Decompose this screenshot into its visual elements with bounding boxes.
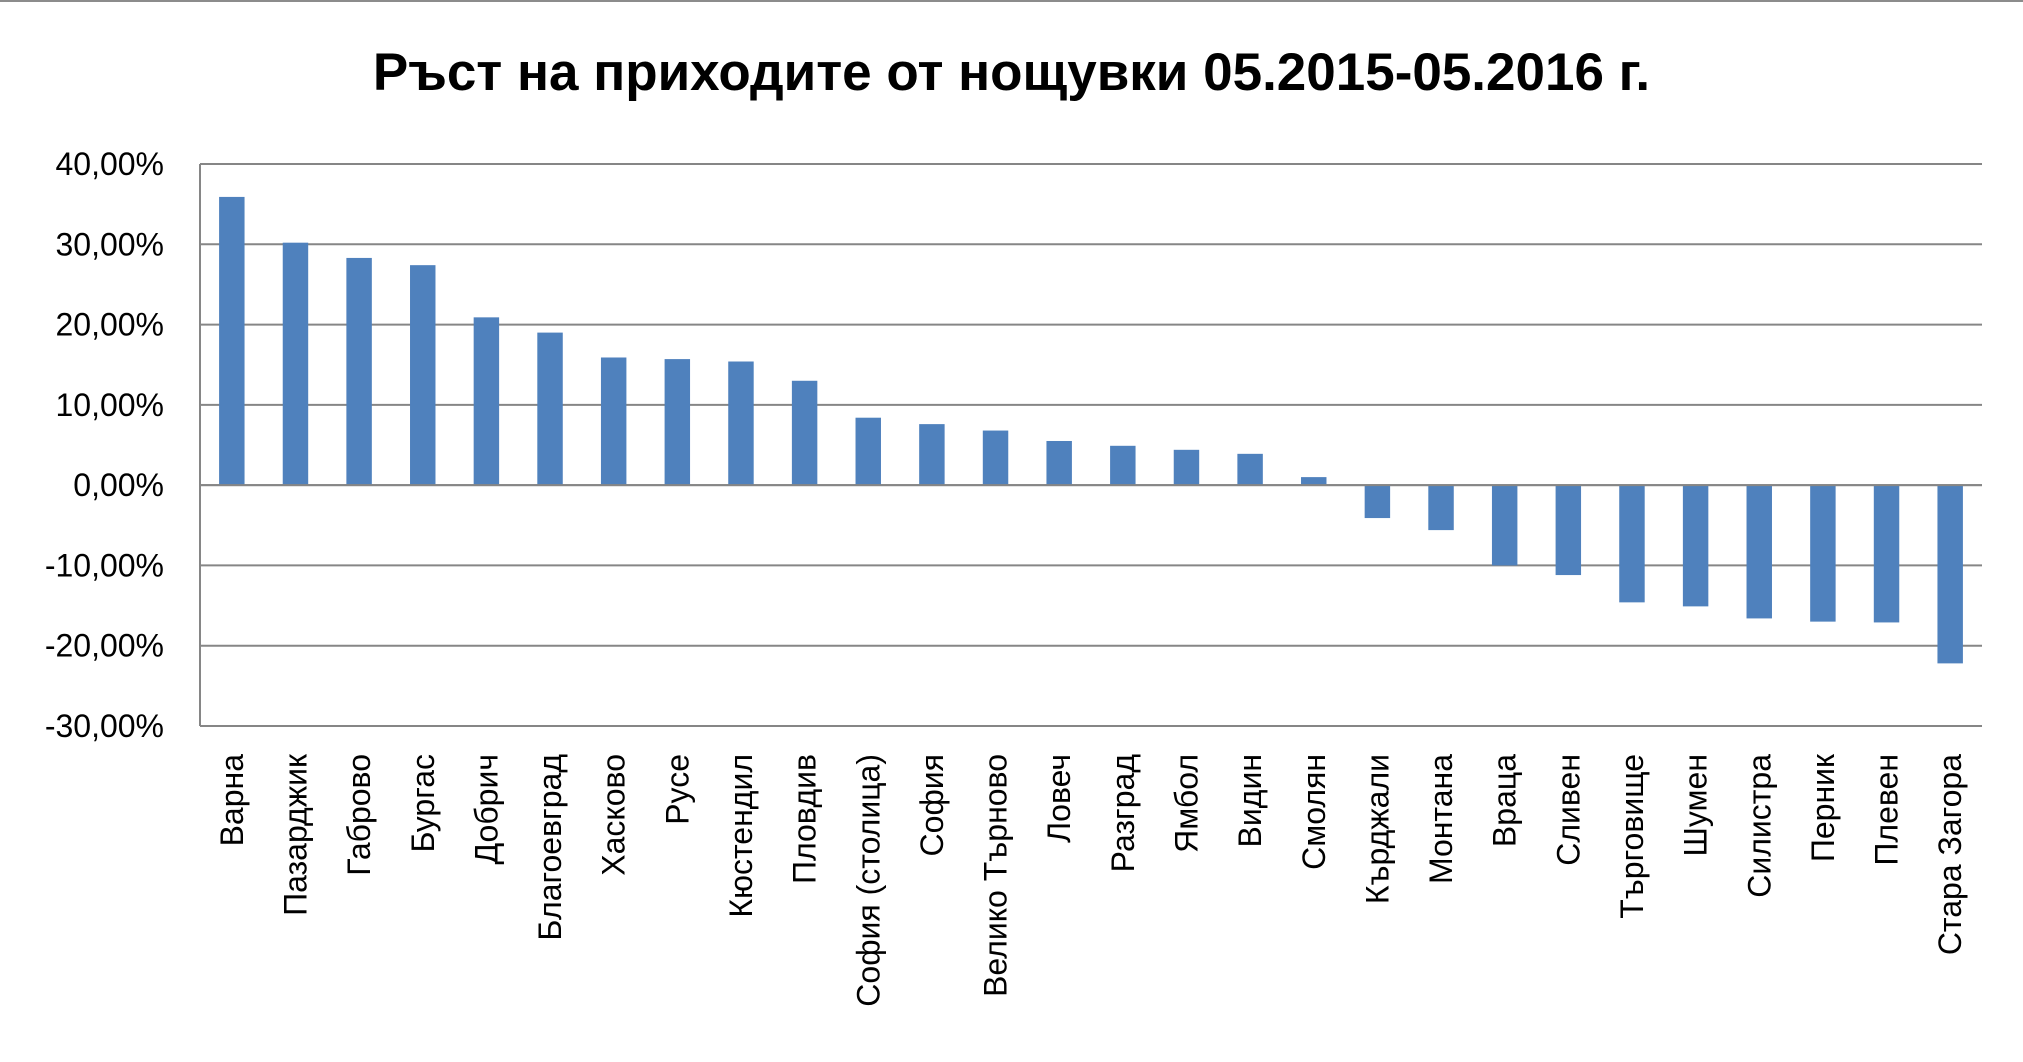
bar [855, 417, 881, 486]
category-label: Кюстендил [723, 754, 759, 918]
bar [919, 424, 945, 486]
y-tick-label: 0,00% [73, 467, 164, 503]
bar [791, 380, 818, 486]
bar [219, 196, 245, 486]
category-label: Видин [1232, 754, 1268, 847]
bar [1873, 485, 1900, 623]
bar [1937, 485, 1963, 664]
category-label: Габрово [341, 754, 377, 876]
category-label: Хасково [596, 754, 632, 876]
bar [600, 357, 627, 486]
category-label: София (столица) [850, 754, 886, 1007]
bar [473, 317, 500, 486]
top-border [0, 0, 2023, 2]
bar [1237, 453, 1263, 486]
y-tick-label: 40,00% [55, 146, 164, 182]
bar [282, 242, 309, 486]
bar [1619, 485, 1645, 603]
y-tick-label: 10,00% [55, 387, 164, 423]
bar [346, 257, 372, 486]
bar [1110, 445, 1136, 486]
category-label: Благоевград [532, 754, 568, 941]
bars [219, 196, 1963, 664]
bar [1428, 485, 1454, 531]
bar [728, 361, 754, 486]
bar [664, 359, 691, 486]
category-label: Бургас [405, 754, 441, 853]
grid-lines [200, 163, 1982, 727]
y-tick-label: -10,00% [45, 547, 164, 583]
category-label: Шумен [1678, 754, 1714, 856]
category-label: Добрич [468, 754, 504, 865]
category-label: София [914, 754, 950, 856]
y-tick-label: -20,00% [45, 628, 164, 664]
axes [199, 164, 1982, 726]
bar [1491, 485, 1518, 566]
category-label: Разград [1105, 754, 1141, 873]
y-tick-label: 20,00% [55, 307, 164, 343]
category-label: Пазарджик [277, 753, 313, 916]
category-label: Смолян [1296, 754, 1332, 870]
category-label: Перник [1805, 753, 1841, 862]
category-label: Плевен [1869, 754, 1905, 866]
bar [1301, 477, 1327, 486]
category-label: Стара Загора [1932, 754, 1968, 955]
category-label: Враца [1487, 754, 1523, 847]
bar [1364, 485, 1391, 519]
category-label: Ловеч [1041, 754, 1077, 843]
category-label: Русе [659, 754, 695, 825]
bar [537, 332, 563, 486]
bar [1810, 485, 1836, 622]
chart-title: Ръст на приходите от нощувки 05.2015-05.… [372, 43, 1651, 102]
category-label: Ямбол [1168, 754, 1204, 853]
bar [1046, 440, 1072, 486]
category-label: Пловдив [787, 754, 823, 884]
category-label: Силистра [1741, 754, 1777, 898]
bar [1746, 485, 1772, 619]
category-label: Сливен [1550, 754, 1586, 866]
category-label: Търговище [1614, 754, 1650, 919]
y-tick-label: -30,00% [45, 708, 164, 744]
category-label: Велико Търново [978, 754, 1014, 997]
bar [1173, 449, 1200, 486]
y-axis-tick-labels: 40,00% 30,00% 20,00% 10,00% 0,00% -10,00% -20,… [45, 146, 164, 744]
bar [1555, 485, 1582, 576]
bar [410, 265, 436, 486]
category-label: Кърджали [1359, 754, 1395, 904]
x-axis-category-labels: Варна Пазарджик Габрово Бургас Добрич Благоев… [214, 753, 1968, 1007]
bar [982, 430, 1009, 486]
category-label: Монтана [1423, 754, 1459, 884]
y-tick-label: 30,00% [55, 226, 164, 262]
category-label: Варна [214, 754, 250, 847]
bar [1682, 485, 1709, 607]
